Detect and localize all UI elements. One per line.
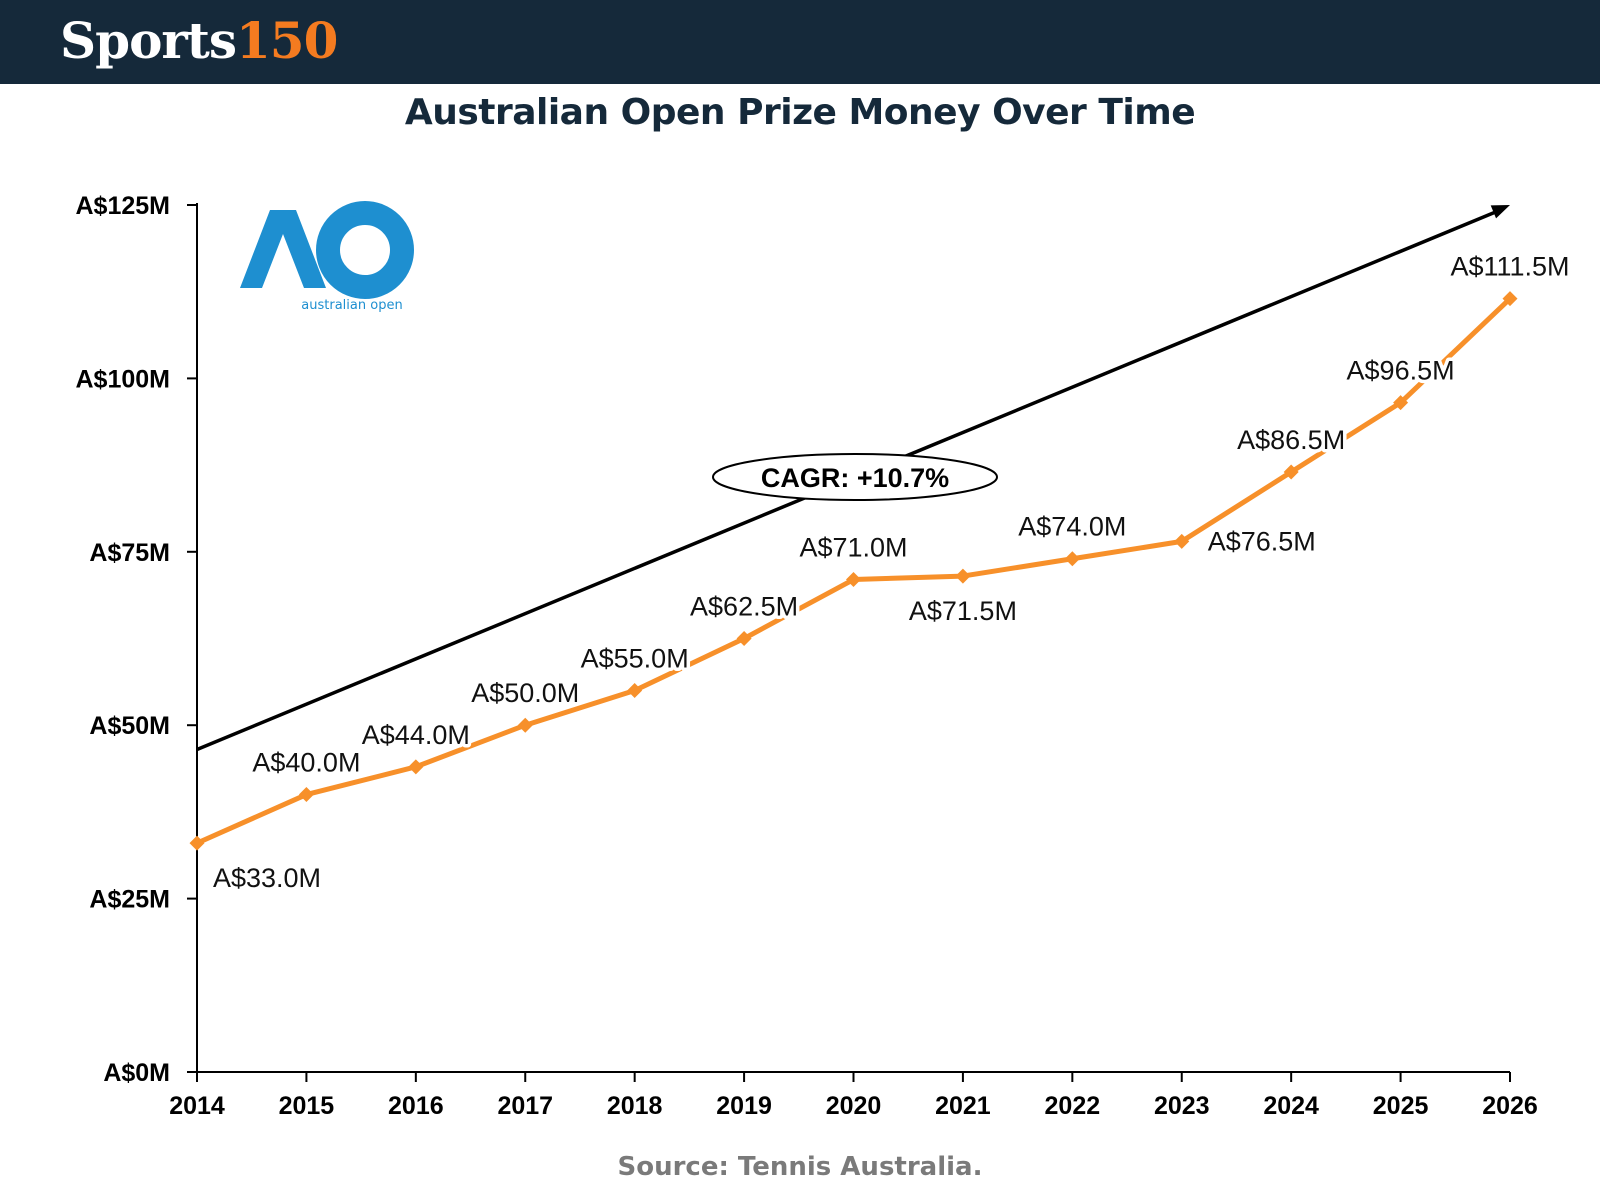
x-tick-label: 2026	[1482, 1092, 1538, 1120]
x-tick-label: 2014	[169, 1092, 225, 1120]
brand-number: 150	[236, 11, 338, 70]
data-label: A$71.0M	[799, 533, 907, 563]
y-tick-label: A$25M	[89, 886, 170, 914]
data-label: A$86.5M	[1237, 425, 1345, 455]
data-point-marker	[1064, 551, 1080, 567]
data-point-marker	[1393, 395, 1409, 411]
cagr-annotation-bubble	[712, 453, 998, 501]
y-tick-label: A$100M	[76, 365, 171, 393]
data-label: A$50.0M	[471, 678, 579, 708]
x-tick-label: 2016	[388, 1092, 444, 1120]
data-label: A$44.0M	[362, 720, 470, 750]
data-point-marker	[517, 717, 533, 733]
data-point-marker	[408, 759, 424, 775]
data-point-marker	[1502, 291, 1518, 307]
data-label: A$74.0M	[1018, 512, 1126, 542]
data-label: A$33.0M	[213, 863, 321, 893]
data-label: A$111.5M	[1450, 252, 1569, 282]
australian-open-logo: australian open	[240, 201, 414, 313]
brand-logo[interactable]: Sports150	[60, 6, 338, 76]
data-label: A$55.0M	[581, 644, 689, 674]
data-label: A$71.5M	[909, 596, 1017, 626]
x-tick-label: 2015	[279, 1092, 335, 1120]
data-label: A$40.0M	[252, 748, 360, 778]
y-tick-label: A$75M	[89, 539, 170, 567]
x-tick-label: 2021	[935, 1092, 991, 1120]
y-tick-label: A$50M	[89, 712, 170, 740]
data-label: A$76.5M	[1208, 526, 1316, 556]
x-tick-label: 2017	[497, 1092, 553, 1120]
x-tick-label: 2024	[1263, 1092, 1319, 1120]
x-tick-label: 2025	[1373, 1092, 1429, 1120]
data-label: A$62.5M	[690, 592, 798, 622]
ao-logo-text: australian open	[301, 298, 402, 313]
data-point-marker	[955, 568, 971, 584]
x-tick-label: 2023	[1154, 1092, 1210, 1120]
ao-logo-o-mark	[316, 201, 414, 299]
trend-arrowhead	[1490, 205, 1510, 219]
x-tick-label: 2020	[826, 1092, 882, 1120]
data-point-marker	[1283, 464, 1299, 480]
prize-money-series-line	[195, 296, 1512, 846]
brand-word: Sports	[60, 11, 237, 70]
data-point-marker	[736, 631, 752, 646]
x-tick-label: 2022	[1045, 1092, 1101, 1120]
x-tick-label: 2018	[607, 1092, 663, 1120]
data-point-marker	[189, 835, 205, 851]
cagr-annotation-text: CAGR: +10.7%	[761, 463, 949, 493]
chart-title: Australian Open Prize Money Over Time	[404, 92, 1196, 133]
data-point-marker	[846, 572, 861, 588]
source-note: Source: Tennis Australia.	[617, 1152, 983, 1182]
x-tick-label: 2019	[716, 1092, 772, 1120]
y-tick-label: A$125M	[76, 192, 171, 220]
header-bar: Sports150	[0, 0, 1600, 84]
ao-logo-a-mark	[240, 210, 326, 288]
data-point-marker	[627, 683, 643, 699]
data-point-marker	[1174, 533, 1190, 549]
y-tick-label: A$0M	[103, 1059, 170, 1087]
data-label: A$96.5M	[1347, 356, 1455, 386]
data-point-marker	[298, 787, 314, 803]
